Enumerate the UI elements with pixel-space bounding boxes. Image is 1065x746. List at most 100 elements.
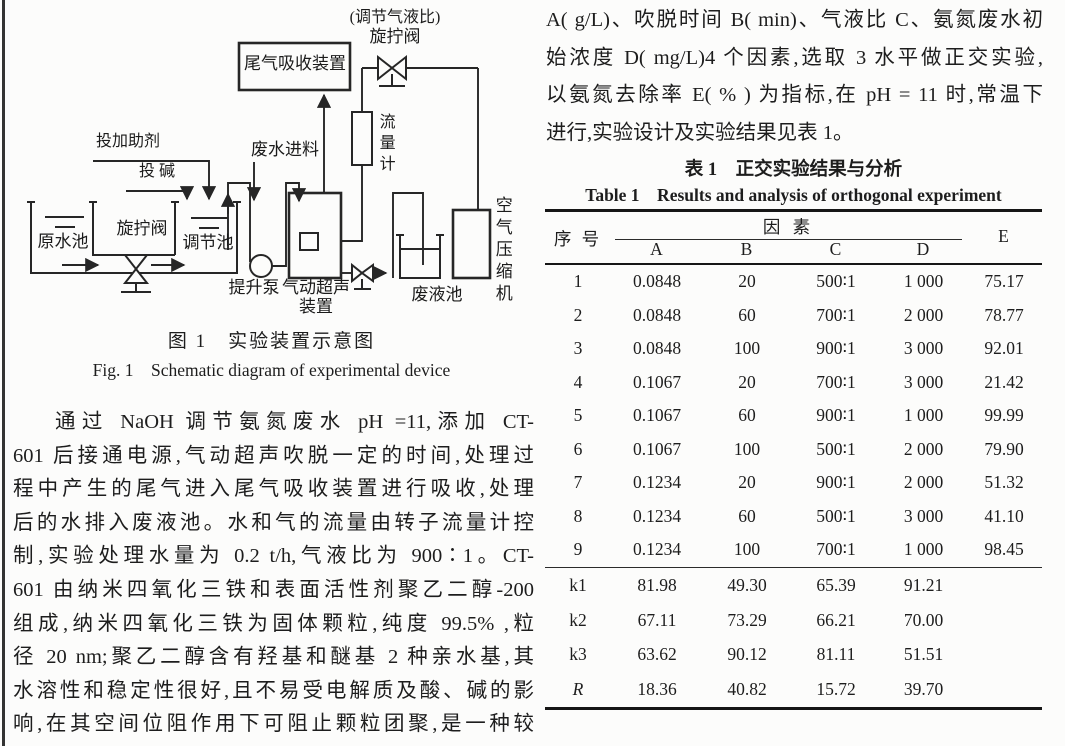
waste-pool <box>392 192 444 279</box>
tail-gas-absorber-box <box>237 41 352 92</box>
wastewater-feed-label: 废水进料 <box>251 140 319 159</box>
table-cell: k3 <box>569 644 587 665</box>
table-header: 序 号 因 素 A B C D E <box>545 212 1042 263</box>
table-cell: 2 <box>573 304 583 325</box>
air-compressor-box <box>451 208 492 280</box>
table-cell: 40.82 <box>727 679 767 700</box>
table-cell: 100 <box>733 338 761 359</box>
table-cell: 51.32 <box>984 472 1024 493</box>
ultrasonic-label-1: 气动超声 <box>282 278 350 297</box>
raw-tank-label: 原水池 <box>37 232 89 251</box>
table-cell: 98.45 <box>984 539 1024 560</box>
table-cell: 15.72 <box>816 679 856 700</box>
table-cell: k2 <box>569 609 587 630</box>
screw-valve-icon <box>121 254 151 293</box>
table-cell: 0.0848 <box>632 304 682 325</box>
table-cell: 70.00 <box>903 609 944 630</box>
header-seq: 序 号 <box>553 228 603 249</box>
table-cell: 900∶1 <box>816 472 856 493</box>
header-col-a: A <box>650 238 664 259</box>
text-line: 601 由纳米四氧化三铁和表面活性剂聚乙二醇-200 <box>13 578 534 601</box>
table-row: 3 0.0848 100 900∶1 3 000 92.01 <box>545 332 1042 366</box>
add-agent-arrow <box>93 160 217 201</box>
table-row: R 18.36 40.82 15.72 39.70 <box>545 672 1042 707</box>
text-line: 以氨氮去除率 E( % ) 为指标,在 pH = 11 时,常温下 <box>546 84 1043 107</box>
table-cell: 2 000 <box>903 472 944 493</box>
text-line: A( g/L)、吹脱时间 B( min)、气液比 C、氨氮废水初 <box>546 9 1043 31</box>
table-row: k2 67.11 73.29 66.21 70.00 <box>545 603 1042 638</box>
table-cell: 73.29 <box>727 609 767 630</box>
table-cell: 3 000 <box>903 505 944 526</box>
table-cell: 60 <box>738 304 756 325</box>
table-row: 8 0.1234 60 500∶1 3 000 41.10 <box>545 500 1042 534</box>
header-col-e: E <box>998 225 1010 246</box>
table-cell: 51.51 <box>903 644 944 665</box>
top-valve-label: 旋拧阀 <box>369 27 421 46</box>
table-cell: 63.62 <box>637 644 677 665</box>
table-cell: 81.11 <box>816 644 856 665</box>
adjust-tank-label: 调节池 <box>182 233 234 252</box>
table-row: 5 0.1067 60 900∶1 1 000 99.99 <box>545 399 1042 433</box>
table-row: k3 63.62 90.12 81.11 51.51 <box>545 638 1042 673</box>
table-rule-header <box>545 262 1042 266</box>
figure-caption-zh: 图 1 实验装置示意图 <box>167 331 376 352</box>
table-cell: 100 <box>733 438 761 459</box>
table-cell: 1 000 <box>903 539 944 560</box>
table-cell: 91.21 <box>903 574 944 595</box>
table-cell: 92.01 <box>984 338 1024 359</box>
factor-underline <box>615 238 962 240</box>
table-cell: 9 <box>573 539 583 560</box>
text-line: 通过 NaOH 调节氨氮废水 pH =11,添加 CT- <box>55 411 534 433</box>
table-cell: 0.1067 <box>632 371 682 392</box>
table-cell: 0.1234 <box>632 505 682 526</box>
table-cell: 4 <box>573 371 583 392</box>
pump-outlet-arrow <box>272 182 307 267</box>
table-cell: 41.10 <box>984 505 1024 526</box>
table-cell: 700∶1 <box>816 371 856 392</box>
table-row: 9 0.1234 100 700∶1 1 000 98.45 <box>545 533 1042 567</box>
table-cell: 3 <box>573 338 583 359</box>
flow-meter-label: 流量计 <box>376 113 394 176</box>
left-paragraph: 通过 NaOH 调节氨氮废水 pH =11,添加 CT- 601 后接通电源,气动… <box>13 406 534 742</box>
add-agent-label: 投加助剂 <box>95 133 160 150</box>
table-rule-top <box>545 209 1042 212</box>
table-cell: 0.1234 <box>632 472 682 493</box>
text-line: 组成,纳米四氧化三铁为固体颗粒,纯度 99.5% ,粒 <box>13 612 534 635</box>
table-cell: 65.39 <box>816 574 856 595</box>
table-cell: 1 000 <box>903 405 944 426</box>
table-cell: 3 000 <box>903 371 944 392</box>
table-cell: 700∶1 <box>816 304 856 325</box>
header-factor: 因 素 <box>762 216 815 237</box>
absorber-label: 尾气吸收装置 <box>244 54 346 73</box>
table-cell: 67.11 <box>637 609 677 630</box>
table-cell: 0.1067 <box>632 438 682 459</box>
header-col-c: C <box>829 238 843 259</box>
table-body: 1 0.0848 20 500∶1 1 000 75.17 2 0.0848 60 700∶1 2 … <box>545 265 1042 567</box>
table-cell: 75.17 <box>984 271 1024 292</box>
table-cell: 5 <box>573 405 583 426</box>
text-line: 响,在其空间位阻作用下可阻止颗粒团聚,是一种较 <box>13 713 534 736</box>
table-cell: 0.0848 <box>632 338 682 359</box>
mid-valve-label: 旋拧阀 <box>116 219 168 238</box>
table-row: 1 0.0848 20 500∶1 1 000 75.17 <box>545 265 1042 299</box>
table-cell: 500∶1 <box>816 438 856 459</box>
ultrasonic-device-box <box>287 191 343 280</box>
figure-caption-en: Fig. 1 Schematic diagram of experimental… <box>92 360 451 380</box>
table-cell: 2 000 <box>903 304 944 325</box>
table-cell: 0.0848 <box>632 271 682 292</box>
page-left-rule <box>2 0 5 746</box>
table-rule-bottom <box>545 707 1042 710</box>
table-cell: 6 <box>573 438 583 459</box>
table-cell: 99.99 <box>984 405 1024 426</box>
header-col-b: B <box>740 238 754 259</box>
text-line: 径 20 nm;聚乙二醇含有羟基和醚基 2 种亲水基,其 <box>13 646 534 669</box>
table-caption-en: Table 1 Results and analysis of orthogon… <box>585 185 1002 205</box>
text-line: 水溶性和稳定性很好,且不易受电解质及酸、碱的影 <box>13 679 534 702</box>
experiment-diagram <box>27 41 492 293</box>
table-cell: 100 <box>733 539 761 560</box>
lift-pump-icon <box>249 254 273 278</box>
table-row: 2 0.0848 60 700∶1 2 000 78.77 <box>545 299 1042 333</box>
table-cell: 21.42 <box>984 371 1024 392</box>
ultrasonic-inner-unit <box>299 232 319 251</box>
